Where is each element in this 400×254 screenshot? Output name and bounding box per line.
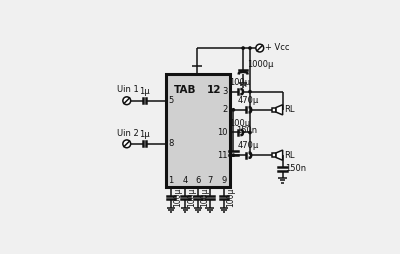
Text: 100µ: 100µ	[200, 188, 209, 207]
Text: 5: 5	[168, 96, 174, 105]
Text: 1000µ: 1000µ	[247, 60, 273, 69]
Text: 100µ: 100µ	[229, 119, 250, 128]
Bar	[166, 73, 230, 187]
Text: 100µ: 100µ	[226, 188, 235, 207]
Text: Uin 2: Uin 2	[117, 129, 138, 138]
Text: 100µ: 100µ	[187, 188, 196, 207]
Text: 150n: 150n	[236, 126, 257, 135]
Circle shape	[123, 97, 131, 105]
Text: 150n: 150n	[285, 164, 306, 173]
Circle shape	[249, 90, 251, 93]
Text: 4: 4	[183, 176, 188, 185]
Text: 11: 11	[218, 151, 228, 160]
Bar	[272, 153, 276, 157]
Text: 9: 9	[221, 176, 226, 185]
Text: 12: 12	[207, 85, 222, 95]
Circle shape	[249, 131, 251, 134]
Text: 3: 3	[223, 87, 228, 96]
Text: 100µ: 100µ	[173, 188, 182, 207]
Text: TAB: TAB	[174, 85, 196, 95]
Text: Uin 1: Uin 1	[117, 86, 138, 94]
Text: 1µ: 1µ	[139, 87, 150, 96]
Text: 470µ: 470µ	[238, 141, 259, 150]
Text: 1: 1	[168, 176, 174, 185]
Circle shape	[242, 47, 244, 49]
Polygon shape	[276, 105, 283, 115]
Text: 2: 2	[223, 105, 228, 114]
Polygon shape	[276, 150, 283, 160]
Text: RL: RL	[284, 105, 295, 114]
Text: 8: 8	[168, 139, 174, 148]
Circle shape	[123, 140, 131, 148]
Text: + Vcc: + Vcc	[265, 43, 289, 52]
Text: 100µ: 100µ	[229, 78, 250, 87]
Circle shape	[249, 47, 251, 49]
Text: 1µ: 1µ	[139, 130, 150, 139]
Circle shape	[256, 44, 264, 52]
Circle shape	[232, 109, 234, 111]
Bar	[272, 107, 276, 112]
Text: RL: RL	[284, 151, 295, 160]
Text: 10: 10	[218, 128, 228, 137]
Text: 470µ: 470µ	[238, 96, 259, 105]
Circle shape	[232, 154, 234, 156]
Text: 6: 6	[196, 176, 201, 185]
Text: 7: 7	[207, 176, 212, 185]
